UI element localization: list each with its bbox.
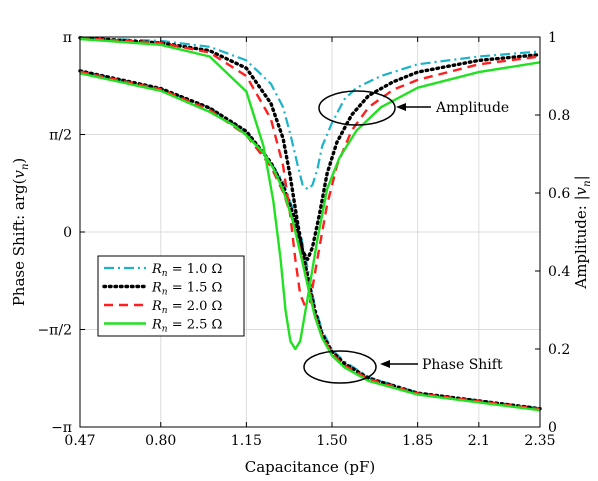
series-2-phase-line (78, 69, 542, 411)
legend-label: Rn = 1.0 Ω (151, 262, 222, 279)
y-right-tick-label: 0 (548, 420, 557, 436)
y-right-tick-label: 1 (548, 30, 557, 46)
series-4-phase-line (79, 72, 541, 412)
series-2-amplitude-line (78, 36, 542, 261)
y-right-tick-label: 0.2 (548, 342, 570, 358)
y-left-tick-label: −π/2 (37, 323, 72, 339)
x-tick-label: 1.15 (231, 433, 262, 449)
annotation-arrow-head (380, 360, 390, 368)
annotation-ellipse (303, 350, 377, 384)
y-axis-label-right: Amplitude: |vn| (572, 175, 593, 289)
y-right-tick-label: 0.6 (548, 186, 570, 202)
x-tick-label: 0.80 (145, 433, 176, 449)
series-1-amplitude-line (79, 36, 541, 191)
x-axis-label: Capacitance (pF) (245, 458, 376, 476)
y-left-tick-label: π/2 (49, 128, 72, 144)
annotation-ellipse (318, 90, 396, 126)
x-tick-label: 2.1 (468, 433, 490, 449)
y-left-tick-label: 0 (63, 225, 72, 241)
y-right-tick-label: 0.8 (548, 108, 570, 124)
x-tick-label: 1.85 (402, 433, 433, 449)
annotation-label: Phase Shift (422, 357, 503, 373)
legend: Rn = 1.0 Ω Rn = 1.5 ΩRn = 2.0 Ω Rn = 2.5 Ω (97, 255, 245, 337)
x-tick-label: 1.50 (316, 433, 347, 449)
annotation-arrow-head (396, 103, 406, 111)
series-lines (78, 36, 542, 412)
y-left-tick-label: −π (51, 420, 72, 436)
grid-lines (80, 37, 540, 427)
legend-label: Rn = 1.5 Ω (151, 281, 222, 298)
y-axis-label-left: Phase Shift: arg(vn) (10, 158, 31, 307)
legend-label: Rn = 2.0 Ω (151, 299, 222, 316)
y-right-tick-label: 0.4 (548, 264, 570, 280)
y-left-tick-label: π (63, 30, 72, 46)
axis-ticks: 0.47 0.80 1.15 1.50 1.85 2.1 2.35ππ/20−π/2−π10… (37, 30, 570, 449)
series-3-amplitude-line (79, 37, 541, 308)
annotations: Amplitude Phase Shift (303, 90, 509, 384)
x-tick-label: 0.47 (64, 433, 95, 449)
legend-label: Rn = 2.5 Ω (151, 318, 222, 335)
series-4-amplitude-line (79, 37, 541, 351)
x-tick-label: 2.35 (524, 433, 555, 449)
annotation-label: Amplitude (435, 100, 509, 116)
